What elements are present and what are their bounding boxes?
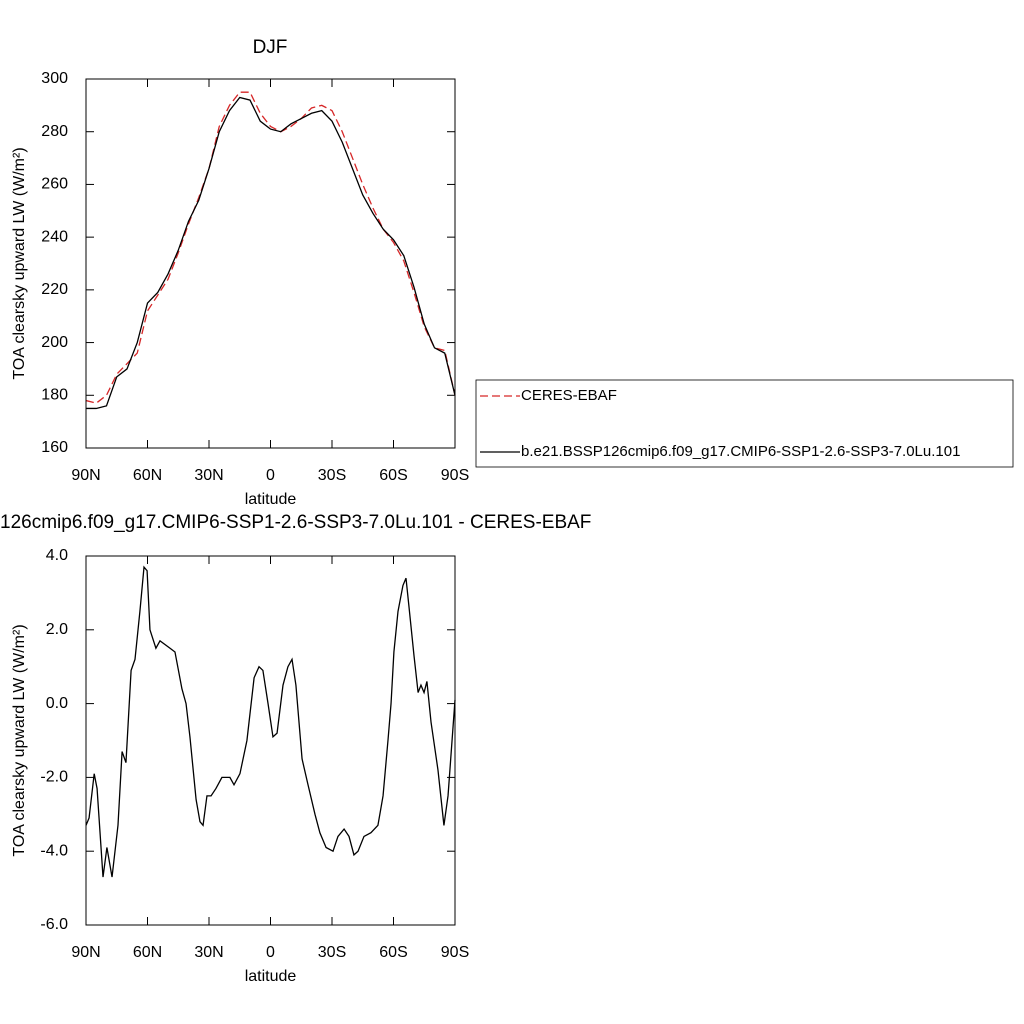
y-tick-label: 220: [41, 281, 68, 298]
x-tick-label: 60N: [133, 944, 162, 961]
y-tick-label: 0.0: [46, 695, 68, 712]
x-tick-label: 30S: [318, 467, 346, 484]
legend-box: [475, 379, 1014, 468]
data-line: [85, 565, 456, 878]
y-tick-label: -2.0: [40, 769, 68, 786]
x-tick-label: 90S: [441, 944, 469, 961]
y-tick-label: 200: [41, 334, 68, 351]
data-line: [86, 96, 456, 410]
x-tick-label: 90S: [441, 467, 469, 484]
y-tick-label: 180: [41, 387, 68, 404]
chart-title: DJF: [253, 37, 288, 58]
data-line: [85, 91, 456, 404]
x-axis-label: latitude: [245, 968, 297, 985]
chart-title: 126cmip6.f09_g17.CMIP6-SSP1-2.6-SSP3-7.0…: [0, 512, 591, 533]
y-tick-label: -4.0: [40, 842, 68, 859]
plot-frame: [85, 555, 456, 926]
x-tick-label: 60S: [379, 944, 407, 961]
x-tick-label: 60S: [379, 467, 407, 484]
x-tick-label: 90N: [71, 467, 100, 484]
x-tick-label: 0: [266, 944, 275, 961]
y-tick-label: 240: [41, 228, 68, 245]
x-tick-label: 30N: [194, 467, 223, 484]
x-tick-label: 90N: [71, 944, 100, 961]
y-tick-label: 280: [41, 123, 68, 140]
y-tick-label: 160: [41, 439, 68, 456]
legend-label: CERES-EBAF: [521, 387, 617, 404]
y-axis-label: TOA clearsky upward LW (W/m²): [11, 147, 28, 379]
plot-frame: [85, 78, 456, 449]
y-tick-label: 4.0: [46, 547, 68, 564]
y-tick-label: 300: [41, 70, 68, 87]
x-tick-label: 60N: [133, 467, 162, 484]
y-tick-label: 260: [41, 176, 68, 193]
x-tick-label: 0: [266, 467, 275, 484]
x-tick-label: 30S: [318, 944, 346, 961]
y-axis-label: TOA clearsky upward LW (W/m²): [11, 624, 28, 856]
y-tick-label: -6.0: [40, 916, 68, 933]
x-tick-label: 30N: [194, 944, 223, 961]
legend-label: b.e21.BSSP126cmip6.f09_g17.CMIP6-SSP1-2.…: [521, 443, 960, 460]
x-axis-label: latitude: [245, 491, 297, 508]
y-tick-label: 2.0: [46, 621, 68, 638]
